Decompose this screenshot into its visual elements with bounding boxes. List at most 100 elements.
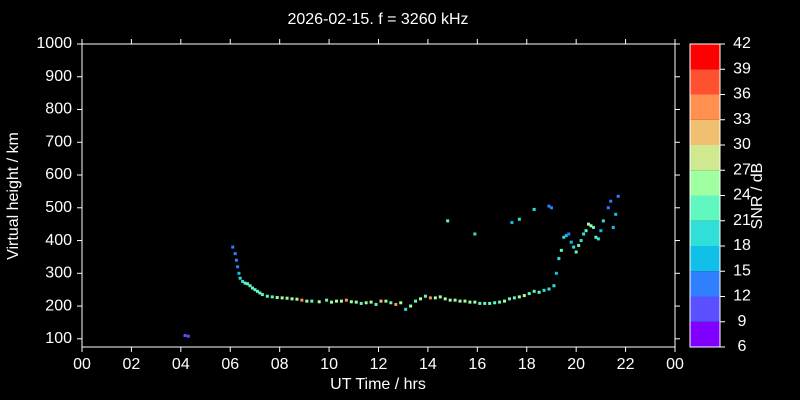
y-tick-label: 200 (45, 297, 72, 314)
point (473, 232, 477, 236)
point (562, 235, 566, 239)
y-tick-label: 800 (45, 101, 72, 118)
point (493, 301, 497, 305)
point (589, 224, 593, 228)
point (399, 301, 403, 305)
point (428, 296, 432, 300)
x-tick-label: 08 (271, 356, 289, 373)
y-tick-label: 500 (45, 199, 72, 216)
point (549, 206, 553, 210)
point (310, 299, 314, 303)
point (409, 304, 413, 308)
colorbar-tick-label: 42 (733, 35, 751, 52)
point (438, 295, 442, 299)
point (300, 298, 304, 302)
point (330, 300, 334, 304)
point (584, 229, 588, 233)
point (243, 281, 247, 285)
point (255, 289, 259, 293)
x-tick-label: 18 (518, 356, 536, 373)
point (334, 299, 338, 303)
x-tick-label: 22 (617, 356, 635, 373)
point (374, 302, 378, 306)
colorbar-bin (690, 195, 720, 221)
x-tick-label: 06 (221, 356, 239, 373)
point (253, 288, 257, 292)
point (559, 248, 563, 252)
colorbar-bin (690, 246, 720, 272)
point (498, 300, 502, 304)
point (305, 299, 309, 303)
point (394, 302, 398, 306)
point (601, 219, 605, 223)
point (275, 296, 279, 300)
colorbar-bin (690, 220, 720, 246)
y-tick-label: 700 (45, 133, 72, 150)
point (285, 296, 289, 300)
point (317, 300, 321, 304)
point (453, 298, 457, 302)
point (616, 194, 620, 198)
colorbar-tick-label: 30 (733, 136, 751, 153)
colorbar-tick-label: 21 (733, 212, 751, 229)
point (591, 225, 595, 229)
point (290, 297, 294, 301)
x-tick-label: 02 (123, 356, 141, 373)
colorbar-tick-label: 9 (738, 313, 747, 330)
point (507, 297, 511, 301)
colorbar-tick-label: 36 (733, 86, 751, 103)
x-tick-label: 16 (468, 356, 486, 373)
colorbar-tick-label: 33 (733, 111, 751, 128)
point (295, 297, 299, 301)
point (443, 297, 447, 301)
point (611, 225, 615, 229)
point (248, 284, 252, 288)
point (265, 294, 269, 298)
point (359, 301, 363, 305)
point (260, 293, 264, 297)
colorbar-tick-label: 6 (738, 338, 747, 355)
point (512, 296, 516, 300)
point (517, 295, 521, 299)
y-tick-label: 400 (45, 232, 72, 249)
point (246, 282, 250, 286)
colorbar-bin (690, 271, 720, 297)
y-tick-label: 100 (45, 330, 72, 347)
point (238, 276, 242, 280)
point (241, 279, 245, 283)
point (510, 221, 514, 225)
point (468, 300, 472, 304)
plot-frame (81, 43, 676, 348)
x-tick-label: 10 (320, 356, 338, 373)
point (414, 299, 418, 303)
colorbar-tick-label: 12 (733, 288, 751, 305)
point (270, 295, 274, 299)
point (577, 243, 581, 247)
point (234, 258, 238, 262)
y-tick-label: 600 (45, 166, 72, 183)
point (532, 289, 536, 293)
point (517, 217, 521, 221)
point (547, 287, 551, 291)
point (384, 299, 388, 303)
x-tick-label: 00 (666, 356, 684, 373)
point (231, 245, 235, 249)
point (522, 294, 526, 298)
point (557, 257, 561, 261)
colorbar-tick-label: 15 (733, 262, 751, 279)
y-tick-label: 300 (45, 265, 72, 282)
point (569, 240, 573, 244)
point (614, 212, 618, 216)
point (419, 297, 423, 301)
point (354, 300, 358, 304)
x-tick-label: 14 (419, 356, 437, 373)
point (448, 298, 452, 302)
point (547, 204, 551, 208)
colorbar-bin (690, 119, 720, 145)
y-axis-label: Virtual height / km (5, 132, 22, 260)
point (236, 265, 240, 269)
point (587, 222, 591, 226)
point (478, 301, 482, 305)
x-axis-label: UT Time / hrs (330, 376, 426, 393)
colorbar-bin (690, 145, 720, 171)
